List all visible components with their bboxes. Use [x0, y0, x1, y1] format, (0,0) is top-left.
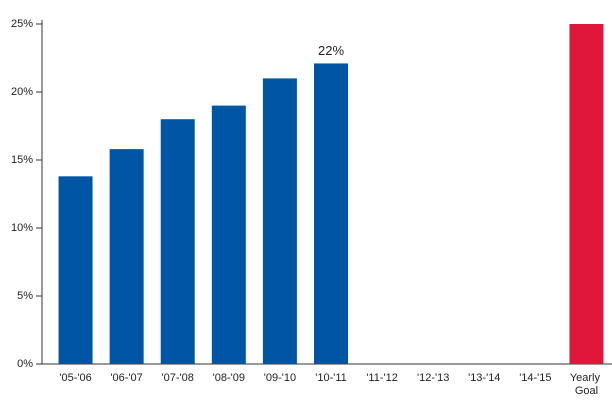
- bar: [211, 105, 246, 364]
- x-tick-label: Yearly Goal: [570, 372, 603, 397]
- bar: [58, 176, 93, 364]
- x-tick-label: '12-'13: [417, 372, 449, 384]
- bar: [314, 63, 348, 364]
- x-tick-label: '10-'11: [315, 372, 347, 384]
- bar: [109, 149, 144, 364]
- x-tick-label: '13-'14: [468, 372, 500, 384]
- bar: [569, 24, 604, 364]
- x-tick-label: '06-'07: [110, 372, 142, 384]
- y-tick-label: 5%: [17, 290, 33, 302]
- y-tick-label: 10%: [11, 222, 33, 234]
- y-tick-label: 0%: [17, 358, 33, 370]
- x-tick-label: '14-'15: [519, 372, 551, 384]
- x-tick-label: '11-'12: [366, 372, 398, 384]
- value-label: 22%: [318, 43, 344, 58]
- bar: [160, 119, 195, 364]
- bar: [262, 78, 297, 365]
- x-tick-label: '07-'08: [162, 372, 194, 384]
- y-tick-label: 15%: [11, 154, 33, 166]
- y-tick-label: 25%: [11, 18, 33, 30]
- y-tick-label: 20%: [11, 86, 33, 98]
- x-tick-label: '08-'09: [213, 372, 245, 384]
- x-tick-label: '05-'06: [59, 372, 91, 384]
- x-tick-label: '09-'10: [264, 372, 296, 384]
